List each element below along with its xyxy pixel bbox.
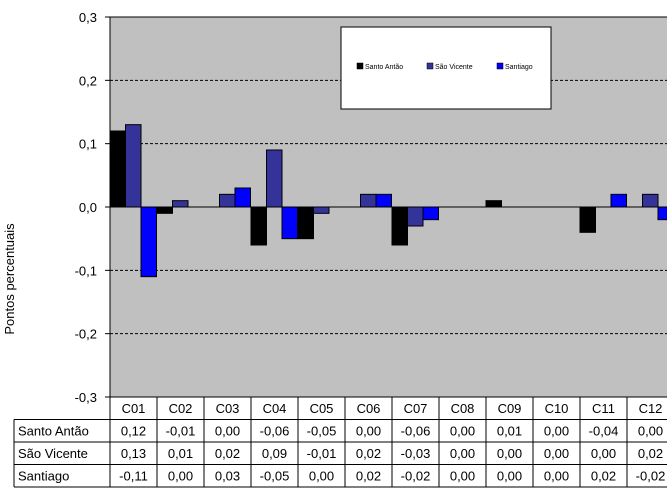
bar-c01-series-2 bbox=[125, 124, 142, 208]
data-label: 0,00 bbox=[544, 424, 569, 439]
legend-items: Santo Antão São Vicente Santiago bbox=[356, 62, 533, 71]
data-label: 0,02 bbox=[638, 446, 663, 461]
x-tick-label: C08 bbox=[451, 401, 475, 416]
data-label: 0,13 bbox=[121, 446, 146, 461]
bars bbox=[109, 124, 667, 278]
data-label: 0,12 bbox=[121, 424, 146, 439]
bar-c03-series-3 bbox=[234, 187, 251, 208]
y-tick-label: 0,0 bbox=[79, 200, 97, 215]
data-label: -0,04 bbox=[589, 424, 619, 439]
y-tick-label: -0,2 bbox=[75, 327, 97, 342]
table-row-label: São Vicente bbox=[18, 446, 88, 461]
legend-swatch bbox=[426, 62, 434, 70]
y-axis-label: Pontos percentuais bbox=[2, 223, 17, 335]
data-label: 0,01 bbox=[168, 446, 193, 461]
bar-c06-series-3 bbox=[375, 193, 392, 208]
data-label: -0,01 bbox=[166, 424, 196, 439]
data-label: 0,00 bbox=[544, 446, 569, 461]
data-label: 0,00 bbox=[544, 469, 569, 484]
legend-swatch bbox=[496, 62, 504, 70]
data-label: 0,02 bbox=[591, 469, 616, 484]
data-label: -0,11 bbox=[119, 469, 148, 484]
legend-label: Santiago bbox=[505, 64, 533, 71]
data-label: 0,00 bbox=[168, 469, 193, 484]
bar-c01-series-1 bbox=[109, 130, 126, 208]
data-label: 0,02 bbox=[356, 446, 381, 461]
x-tick-label: C11 bbox=[592, 401, 615, 416]
x-tick-label: C06 bbox=[357, 401, 381, 416]
bar-c07-series-2 bbox=[407, 206, 424, 227]
bar-c11-series-3 bbox=[610, 193, 627, 208]
bar-c04-series-3 bbox=[281, 206, 298, 240]
x-tick-label: C07 bbox=[404, 401, 428, 416]
bar-c02-series-2 bbox=[172, 200, 189, 208]
data-label: 0,01 bbox=[497, 424, 522, 439]
data-label: -0,02 bbox=[636, 469, 666, 484]
data-label: 0,09 bbox=[262, 446, 287, 461]
y-tick-label: 0,2 bbox=[79, 73, 97, 88]
x-tick-label: C10 bbox=[545, 401, 569, 416]
data-label: 0,00 bbox=[215, 424, 240, 439]
y-tick-label: -0,3 bbox=[75, 390, 97, 405]
bar-c06-series-2 bbox=[360, 193, 377, 208]
bar-c11-series-1 bbox=[579, 206, 596, 233]
bar-c09-series-1 bbox=[485, 200, 502, 208]
data-label: 0,00 bbox=[591, 446, 616, 461]
bar-c02-series-1 bbox=[156, 206, 173, 214]
data-label: 0,00 bbox=[638, 424, 663, 439]
bar-c04-series-2 bbox=[266, 149, 283, 208]
y-axis: -0,3 -0,2 -0,1 0,0 0,1 0,2 0,3 bbox=[75, 10, 110, 405]
bar-c05-series-2 bbox=[313, 206, 330, 214]
data-table: C01 C02 C03 C04 C05 C06 C07 C08 C09 C10 C11 C12 Sant… bbox=[13, 396, 667, 488]
data-label: 0,00 bbox=[450, 424, 475, 439]
data-label: 0,00 bbox=[450, 446, 475, 461]
data-label: 0,00 bbox=[497, 469, 522, 484]
x-tick-label: C04 bbox=[263, 401, 287, 416]
data-label: -0,05 bbox=[260, 469, 290, 484]
legend-box bbox=[340, 26, 552, 110]
data-label: -0,06 bbox=[401, 424, 431, 439]
data-label: 0,00 bbox=[497, 446, 522, 461]
data-label: 0,02 bbox=[215, 446, 240, 461]
bar-c03-series-2 bbox=[219, 193, 236, 208]
x-tick-label: C02 bbox=[169, 401, 193, 416]
data-label: 0,00 bbox=[309, 469, 334, 484]
legend-swatch bbox=[356, 62, 364, 70]
y-tick-label: -0,1 bbox=[75, 263, 97, 278]
table-row-label: Santiago bbox=[18, 469, 69, 484]
y-tick-label: 0,3 bbox=[79, 10, 97, 25]
data-label: -0,06 bbox=[260, 424, 290, 439]
gridlines bbox=[110, 79, 667, 335]
data-label: -0,03 bbox=[401, 446, 431, 461]
bar-c05-series-1 bbox=[297, 206, 314, 240]
x-tick-label: C03 bbox=[216, 401, 240, 416]
data-label: 0,00 bbox=[450, 469, 475, 484]
legend-label: São Vicente bbox=[435, 64, 473, 71]
data-label: 0,00 bbox=[356, 424, 381, 439]
x-tick-label: C09 bbox=[498, 401, 522, 416]
table-row-label: Santo Antão bbox=[18, 424, 89, 439]
data-label: 0,02 bbox=[356, 469, 381, 484]
legend: Santo Antão São Vicente Santiago bbox=[340, 26, 552, 110]
x-tick-label: C05 bbox=[310, 401, 334, 416]
bar-c07-series-3 bbox=[422, 206, 439, 221]
data-label: -0,02 bbox=[401, 469, 431, 484]
data-label: -0,05 bbox=[307, 424, 337, 439]
bar-c07-series-1 bbox=[391, 206, 408, 246]
x-tick-label: C12 bbox=[639, 401, 663, 416]
x-tick-label: C01 bbox=[122, 401, 146, 416]
data-label: 0,03 bbox=[215, 469, 240, 484]
bar-c04-series-1 bbox=[250, 206, 267, 246]
data-label: -0,01 bbox=[307, 446, 337, 461]
bar-c12-series-3 bbox=[657, 206, 667, 221]
legend-label: Santo Antão bbox=[365, 64, 403, 71]
y-tick-label: 0,1 bbox=[79, 137, 97, 152]
bar-c12-series-2 bbox=[642, 193, 659, 208]
bar-c01-series-3 bbox=[140, 206, 157, 278]
